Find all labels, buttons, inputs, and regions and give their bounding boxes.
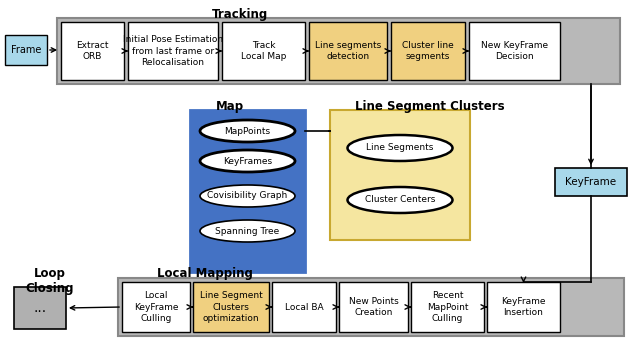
Text: Covisibility Graph: Covisibility Graph bbox=[207, 192, 287, 200]
Text: Local Mapping: Local Mapping bbox=[157, 267, 253, 280]
Ellipse shape bbox=[348, 135, 452, 161]
Bar bbox=[339, 282, 408, 332]
Bar bbox=[14, 287, 66, 329]
Text: Tracking: Tracking bbox=[212, 8, 268, 21]
Text: Line Segment
Clusters
optimization: Line Segment Clusters optimization bbox=[200, 292, 262, 323]
Bar bbox=[57, 18, 620, 84]
Bar bbox=[128, 22, 218, 80]
Bar bbox=[61, 22, 124, 80]
Text: Spanning Tree: Spanning Tree bbox=[216, 226, 280, 236]
Bar bbox=[222, 22, 305, 80]
Text: KeyFrame: KeyFrame bbox=[565, 177, 616, 187]
Text: Extract
ORB: Extract ORB bbox=[76, 41, 109, 61]
Text: Track
Local Map: Track Local Map bbox=[241, 41, 286, 61]
Text: Local BA: Local BA bbox=[285, 303, 323, 312]
Text: Map: Map bbox=[216, 100, 244, 113]
Bar bbox=[469, 22, 560, 80]
Bar bbox=[309, 22, 387, 80]
Text: Line Segments: Line Segments bbox=[366, 143, 434, 152]
Text: Frame: Frame bbox=[11, 45, 41, 55]
Text: MapPoints: MapPoints bbox=[225, 126, 271, 136]
Bar bbox=[555, 168, 627, 196]
Text: KeyFrame
Insertion: KeyFrame Insertion bbox=[501, 297, 546, 317]
Bar bbox=[272, 282, 336, 332]
Text: Cluster Centers: Cluster Centers bbox=[365, 195, 435, 204]
Text: New Points
Creation: New Points Creation bbox=[349, 297, 398, 317]
Text: Cluster line
segments: Cluster line segments bbox=[402, 41, 454, 61]
Bar bbox=[5, 35, 47, 65]
Text: Loop
Closing: Loop Closing bbox=[26, 267, 74, 295]
Text: Local
KeyFrame
Culling: Local KeyFrame Culling bbox=[134, 292, 179, 323]
Text: Line Segment Clusters: Line Segment Clusters bbox=[355, 100, 505, 113]
Ellipse shape bbox=[200, 220, 295, 242]
Bar bbox=[190, 110, 305, 272]
Ellipse shape bbox=[200, 120, 295, 142]
Text: ...: ... bbox=[33, 301, 47, 315]
Bar bbox=[122, 282, 190, 332]
Ellipse shape bbox=[348, 187, 452, 213]
Text: New KeyFrame
Decision: New KeyFrame Decision bbox=[481, 41, 548, 61]
Text: KeyFrames: KeyFrames bbox=[223, 157, 272, 166]
Bar bbox=[330, 110, 470, 240]
Ellipse shape bbox=[200, 150, 295, 172]
Text: Recent
MapPoint
Culling: Recent MapPoint Culling bbox=[427, 292, 468, 323]
Bar bbox=[411, 282, 484, 332]
Bar bbox=[193, 282, 269, 332]
Bar bbox=[118, 278, 624, 336]
Text: Initial Pose Estimation
from last frame or
Relocalisation: Initial Pose Estimation from last frame … bbox=[123, 35, 223, 67]
Bar bbox=[487, 282, 560, 332]
Text: Line segments
detection: Line segments detection bbox=[315, 41, 381, 61]
Ellipse shape bbox=[200, 185, 295, 207]
Bar bbox=[391, 22, 465, 80]
